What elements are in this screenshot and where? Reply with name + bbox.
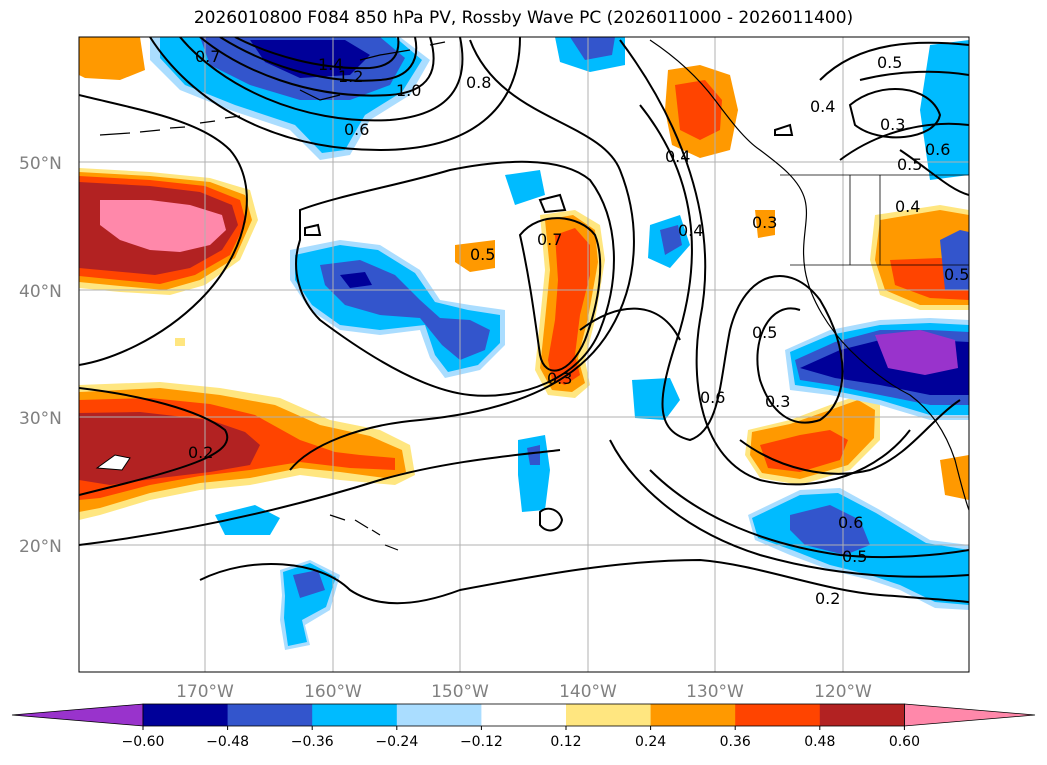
pv-contours xyxy=(79,37,969,605)
contour-label: 0.2 xyxy=(815,589,840,608)
colorbar-frame xyxy=(142,703,905,727)
colorbar-tick-label: 0.36 xyxy=(720,734,751,750)
colorbar-segment xyxy=(481,704,567,726)
lon-label: 160°W xyxy=(304,682,362,702)
colorbar-segment xyxy=(819,704,905,726)
colorbar-tick-label: 0.12 xyxy=(550,734,581,750)
colorbar-tick-label: 0.48 xyxy=(804,734,835,750)
contour-label: 0.3 xyxy=(547,369,572,388)
pv-fill-layer xyxy=(79,37,969,650)
contour-label: 0.4 xyxy=(895,197,920,216)
positive-pv-anomalies xyxy=(79,37,969,520)
lon-label: 170°W xyxy=(176,682,234,702)
lat-label: 20°N xyxy=(19,537,62,557)
colorbar-tick-label: 0.24 xyxy=(635,734,666,750)
contour-label: 0.7 xyxy=(195,47,220,66)
colorbar-extend-max xyxy=(904,703,1036,727)
contour-labels: 0.7 1.4 1.2 1.0 0.8 0.6 0.5 0.4 0.3 0.6 … xyxy=(188,47,969,608)
colorbar-tick-label: −0.12 xyxy=(460,734,503,750)
lon-label: 150°W xyxy=(431,682,489,702)
contour-label: 0.6 xyxy=(700,388,725,407)
contour-label: 1.4 xyxy=(318,55,343,74)
contour-label: 0.2 xyxy=(188,443,213,462)
lon-label: 140°W xyxy=(559,682,617,702)
contour-label: 0.5 xyxy=(897,155,922,174)
longitude-labels: 170°W 160°W 150°W 140°W 130°W 120°W xyxy=(176,682,872,702)
coastlines xyxy=(99,39,969,551)
colorbar: −0.60 −0.48 −0.36 −0.24 −0.12 0.12 0.24 0.36 0.4… xyxy=(11,703,1036,750)
lat-label: 40°N xyxy=(19,282,62,302)
lat-label: 50°N xyxy=(19,154,62,174)
latitude-labels: 50°N 40°N 30°N 20°N xyxy=(19,154,62,557)
map-frame xyxy=(78,36,970,673)
colorbar-tick-label: −0.36 xyxy=(291,734,334,750)
contour-label: 1.2 xyxy=(338,67,363,86)
contour-label: 0.5 xyxy=(752,323,777,342)
contour-label: 0.4 xyxy=(810,97,835,116)
lon-label: 120°W xyxy=(814,682,872,702)
lat-label: 30°N xyxy=(19,409,62,429)
colorbar-tick-label: −0.60 xyxy=(122,734,165,750)
contour-label: 0.4 xyxy=(665,147,690,166)
contour-label: 0.5 xyxy=(842,547,867,566)
colorbar-segment xyxy=(735,704,821,726)
contour-label: 0.4 xyxy=(678,221,703,240)
lon-label: 130°W xyxy=(686,682,744,702)
colorbar-segment xyxy=(312,704,398,726)
colorbar-extend-min xyxy=(11,703,144,727)
contour-label: 1.0 xyxy=(396,81,421,100)
gridlines xyxy=(79,37,969,672)
colorbar-segment xyxy=(227,704,313,726)
colorbar-segment xyxy=(650,704,736,726)
colorbar-segment xyxy=(396,704,482,726)
contour-label: 0.3 xyxy=(765,392,790,411)
contour-label: 0.5 xyxy=(470,245,495,264)
map-title: 2026010800 F084 850 hPa PV, Rossby Wave … xyxy=(193,8,854,28)
colorbar-segment xyxy=(143,704,229,726)
colorbar-segment xyxy=(566,704,652,726)
contour-label: 0.5 xyxy=(944,265,969,284)
colorbar-tick-label: −0.48 xyxy=(206,734,249,750)
contour-label: 0.6 xyxy=(925,140,950,159)
contour-label: 0.7 xyxy=(537,230,562,249)
contour-label: 0.3 xyxy=(752,213,777,232)
contour-label: 0.3 xyxy=(880,115,905,134)
colorbar-tick-label: −0.24 xyxy=(375,734,418,750)
contour-label: 0.6 xyxy=(838,513,863,532)
contour-label: 0.5 xyxy=(877,53,902,72)
contour-label: 0.6 xyxy=(344,120,369,139)
colorbar-tick-label: 0.60 xyxy=(889,734,920,750)
contour-label: 0.8 xyxy=(466,73,491,92)
